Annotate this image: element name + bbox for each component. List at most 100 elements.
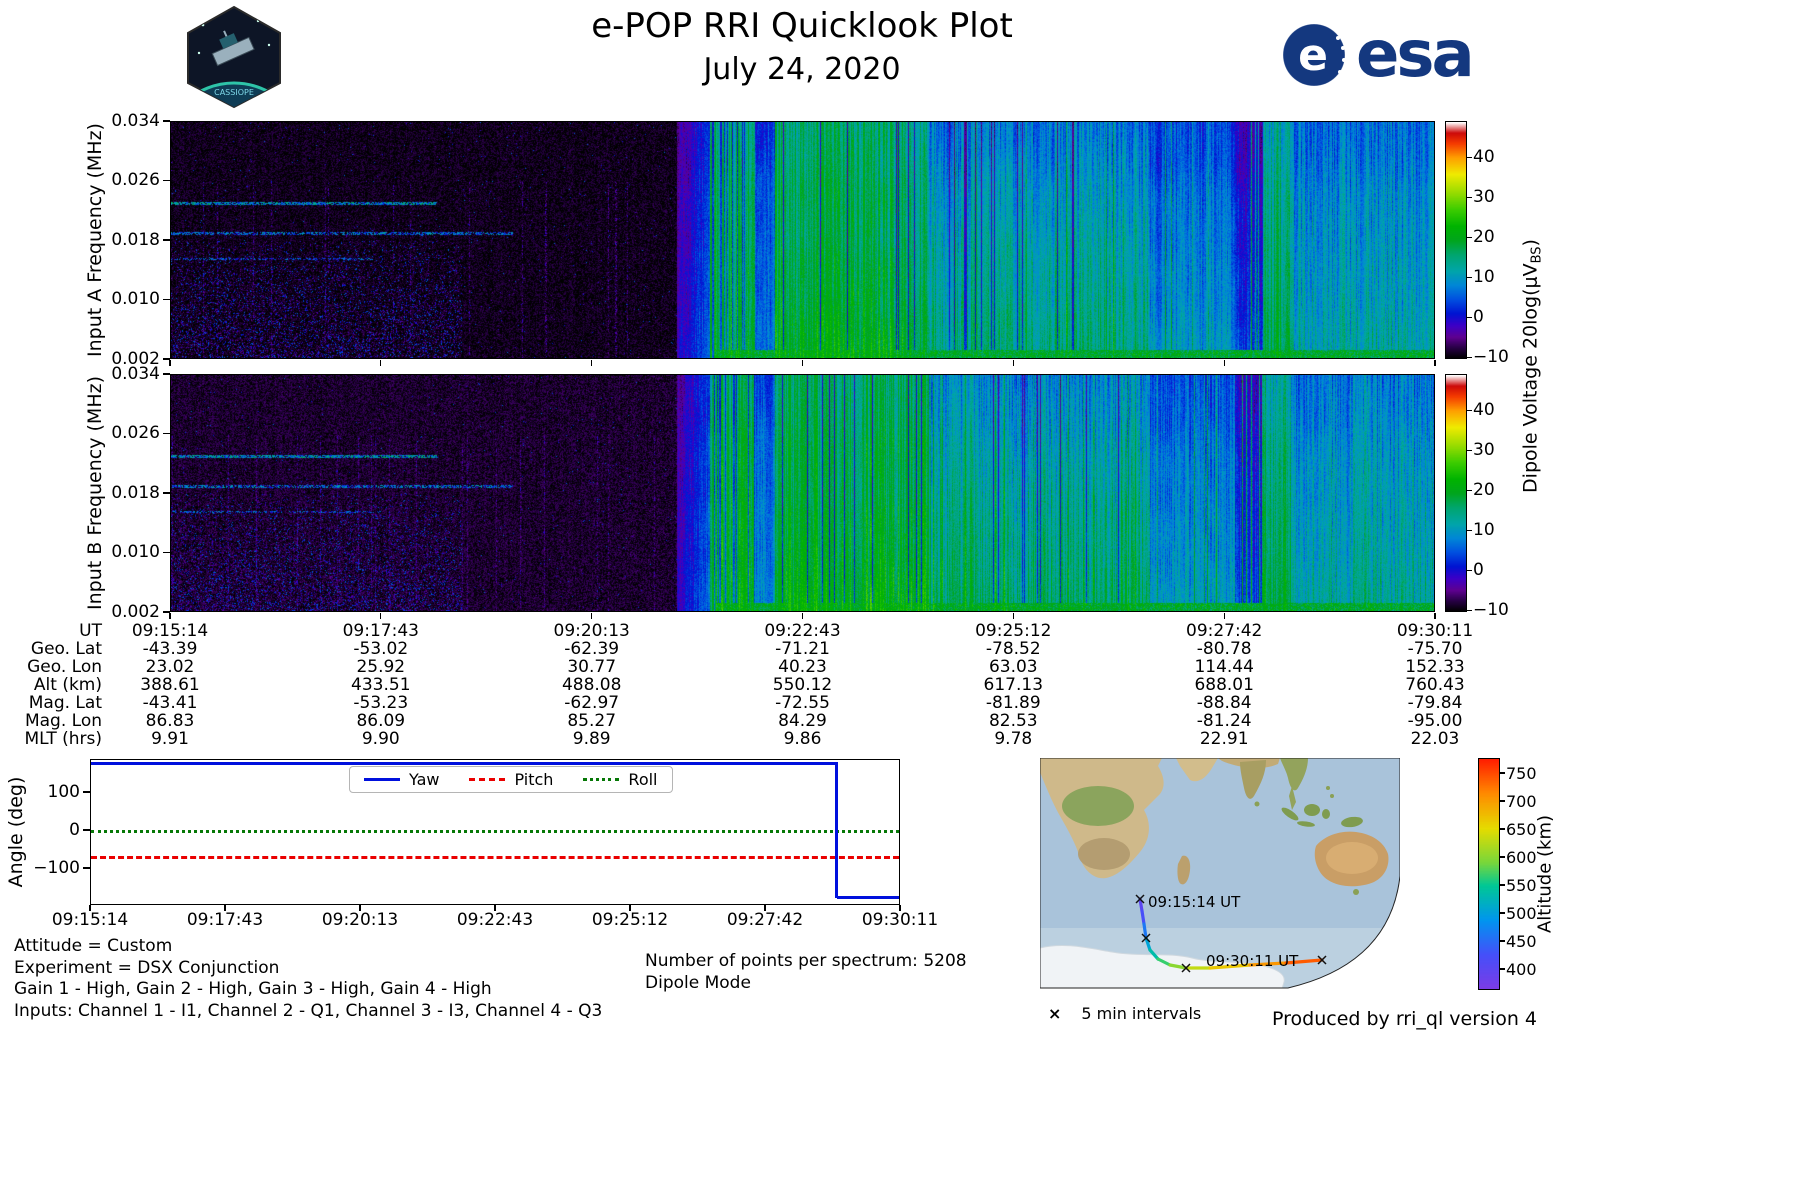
ephemeris-cell: -81.24 bbox=[1196, 711, 1252, 731]
interval-marker-x bbox=[1135, 894, 1145, 904]
attitude-ytick-mark bbox=[83, 867, 90, 869]
continent-indochina bbox=[1280, 758, 1308, 791]
ephemeris-cell: 617.13 bbox=[983, 675, 1044, 695]
ground-track-segment bbox=[1142, 922, 1148, 940]
freq-tick-mark bbox=[163, 373, 170, 375]
ephemeris-cell: -75.70 bbox=[1407, 639, 1463, 659]
attitude-xtick-label: 09:20:13 bbox=[321, 910, 399, 930]
malay-peninsula bbox=[1289, 786, 1296, 810]
ephemeris-cell: 9.86 bbox=[783, 729, 822, 749]
colorbar-a bbox=[1445, 121, 1467, 359]
ground-track-segment bbox=[1144, 936, 1152, 952]
freq-tick-mark bbox=[163, 611, 170, 613]
freq-tick-mark bbox=[163, 298, 170, 301]
colorbar-tick-mark bbox=[1467, 276, 1472, 278]
ephemeris-cell: -62.97 bbox=[564, 693, 620, 713]
colorbar-tick-label: 0 bbox=[1473, 559, 1484, 580]
colorbar-tick-label: −10 bbox=[1473, 346, 1509, 367]
ephemeris-cell: 114.44 bbox=[1194, 657, 1254, 677]
continent-india bbox=[1240, 760, 1266, 799]
interval-marker-x bbox=[1317, 955, 1327, 965]
colorbar-tick-mark bbox=[1467, 316, 1472, 318]
time-tick-mark bbox=[169, 613, 171, 619]
legend-entry-pitch: Pitch bbox=[469, 770, 553, 789]
colorbar-a-canvas bbox=[1446, 122, 1466, 358]
credit-text: Produced by rri_ql version 4 bbox=[1272, 1008, 1537, 1030]
altitude-tick-mark bbox=[1500, 940, 1505, 942]
ephemeris-row-label: UT bbox=[79, 621, 102, 641]
ephemeris-cell: 09:17:43 bbox=[342, 621, 419, 641]
island-sumatra bbox=[1281, 807, 1299, 821]
spectrogram-panel-a bbox=[170, 121, 1435, 359]
ephemeris-row-label: Alt (km) bbox=[33, 675, 102, 695]
colorbar-tick-mark bbox=[1467, 569, 1472, 571]
ground-track-map: 09:15:14 UT 09:30:11 UT bbox=[1040, 758, 1400, 989]
colorbar-tick-mark bbox=[1467, 236, 1472, 238]
ephemeris-cell: 433.51 bbox=[351, 675, 411, 695]
altitude-tick-mark bbox=[1500, 912, 1505, 914]
roll-line bbox=[91, 830, 899, 833]
esa-wordmark: esa bbox=[1356, 18, 1475, 92]
altitude-tick-label: 400 bbox=[1506, 960, 1537, 979]
altitude-tick-mark bbox=[1500, 884, 1505, 886]
legend-label: Yaw bbox=[409, 770, 440, 789]
time-tick-mark bbox=[1012, 360, 1014, 366]
esa-logo: e esa bbox=[1280, 16, 1475, 94]
freq-tick-label: 0.034 bbox=[111, 363, 160, 384]
attitude-ylabel: Angle (deg) bbox=[5, 776, 27, 888]
time-tick-mark bbox=[380, 613, 382, 619]
legend-line-sample bbox=[469, 778, 506, 781]
ephemeris-cell: -43.41 bbox=[142, 693, 198, 713]
continent-antarctica bbox=[1040, 944, 1285, 988]
ephemeris-cell: 760.43 bbox=[1405, 675, 1465, 695]
ephemeris-cell: 40.23 bbox=[778, 657, 827, 677]
altitude-tick-label: 700 bbox=[1506, 792, 1537, 811]
attitude-xtick-mark bbox=[224, 905, 226, 911]
ground-track-segment bbox=[1168, 963, 1188, 970]
freq-tick-mark bbox=[163, 358, 170, 360]
altitude-colorbar bbox=[1478, 758, 1500, 990]
panel-a-ylabel: Input A Frequency (MHz) bbox=[84, 123, 106, 357]
ephemeris-cell: -72.55 bbox=[775, 693, 830, 713]
altitude-tick-label: 650 bbox=[1506, 820, 1537, 839]
ephemeris-cell: 86.83 bbox=[145, 711, 195, 731]
colorbar-tick-mark bbox=[1467, 356, 1472, 358]
island-tasmania bbox=[1353, 889, 1359, 895]
altitude-tick-label: 750 bbox=[1506, 764, 1537, 783]
interval-markers bbox=[1135, 894, 1327, 973]
island-philippines-2 bbox=[1330, 794, 1334, 798]
esa-globe-icon: e bbox=[1282, 23, 1346, 87]
info-dipole-mode: Dipole Mode bbox=[645, 973, 751, 993]
ephemeris-cell: 63.03 bbox=[988, 657, 1038, 677]
colorbar-tick-label: 20 bbox=[1473, 226, 1495, 247]
colorbar-tick-label: 10 bbox=[1473, 519, 1495, 540]
cassiope-mission-patch-icon: CASSIOPE bbox=[187, 5, 281, 109]
time-tick-mark bbox=[1434, 613, 1436, 619]
interval-marker-x bbox=[1181, 963, 1191, 973]
freq-tick-mark bbox=[163, 492, 170, 494]
info-experiment: Experiment = DSX Conjunction bbox=[14, 958, 280, 978]
altitude-colorbar-label: Altitude (km) bbox=[1534, 814, 1556, 934]
spectrogram-b-canvas bbox=[171, 375, 1434, 611]
ephemeris-cell: 30.77 bbox=[567, 657, 617, 677]
colorbar-tick-mark bbox=[1467, 449, 1472, 451]
legend-line-sample bbox=[364, 778, 400, 781]
colorbar-b-canvas bbox=[1446, 375, 1466, 611]
yaw-line-bottom bbox=[837, 896, 899, 899]
info-inputs: Inputs: Channel 1 - I1, Channel 2 - Q1, … bbox=[14, 1001, 603, 1021]
ephemeris-cell: 688.01 bbox=[1194, 675, 1254, 695]
altitude-tick-mark bbox=[1500, 828, 1505, 830]
ground-track-segment bbox=[1140, 909, 1146, 926]
ephemeris-cell: 9.78 bbox=[994, 729, 1033, 749]
ground-track-segment bbox=[1248, 961, 1288, 967]
pitch-line bbox=[91, 856, 899, 859]
ephemeris-cell: 09:15:14 bbox=[131, 621, 209, 641]
freq-tick-mark bbox=[163, 120, 170, 122]
time-tick-mark bbox=[380, 360, 382, 366]
ephemeris-cell: -62.39 bbox=[564, 639, 620, 659]
altitude-colorbar-canvas bbox=[1479, 759, 1499, 989]
altitude-tick-mark bbox=[1500, 772, 1505, 774]
mission-patch-text: CASSIOPE bbox=[214, 88, 254, 97]
attitude-xtick-mark bbox=[899, 905, 901, 911]
freq-tick-mark bbox=[163, 432, 170, 435]
